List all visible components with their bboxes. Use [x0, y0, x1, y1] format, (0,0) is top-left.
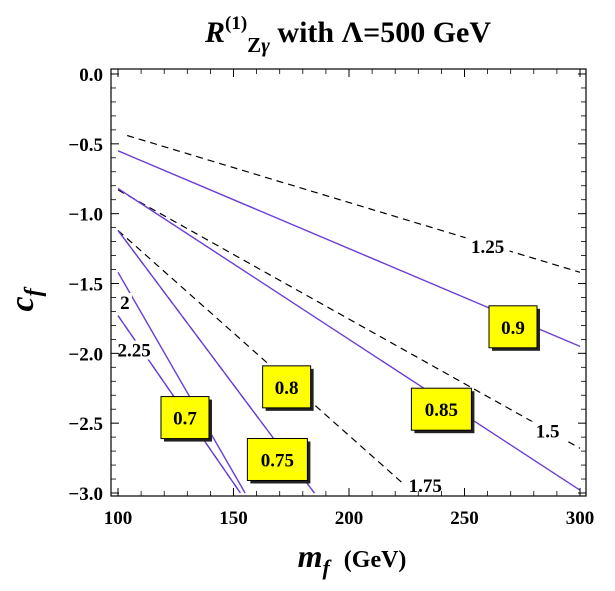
- title-subscript-main: Z: [247, 33, 261, 57]
- y-tick-label-5: −2.5: [68, 414, 103, 435]
- solid-contour-label-2: 0.8: [275, 378, 299, 399]
- y-tick-label-6: −3.0: [68, 484, 103, 505]
- dashed-contour-1: [117, 189, 581, 449]
- ylabel-subscript: f: [21, 286, 47, 296]
- chart-title: R(1)Zγ with Λ=500 GeV: [204, 13, 491, 57]
- x-tick-label-2: 200: [335, 508, 364, 529]
- dashed-contour-label-2: 1.75: [409, 476, 442, 497]
- y-axis-label: cf: [4, 286, 47, 311]
- dashed-contour-label-0: 1.25: [471, 237, 504, 258]
- solid-contour-3: [117, 271, 246, 494]
- title-superscript: (1): [225, 13, 247, 34]
- x-tick-label-3: 250: [450, 508, 479, 529]
- xlabel-symbol: m: [298, 538, 323, 574]
- dashed-contour-label-1: 1.5: [536, 422, 560, 443]
- title-rest: with Λ=500 GeV: [270, 16, 491, 49]
- x-tick-label-4: 300: [566, 508, 595, 529]
- dashed-label-bg-0: [465, 237, 510, 257]
- y-tick-label-0: 0.0: [79, 65, 103, 86]
- dashed-contour-label-3: 2: [120, 293, 130, 314]
- dashed-contour-2: [117, 229, 415, 494]
- solid-contour-1: [117, 187, 581, 491]
- xlabel-subscript: f: [322, 555, 332, 580]
- dashed-label-bg-1: [530, 421, 565, 441]
- axis-ticks: 100 150 200 250 300 0.0 −0.5 −1.0 −1.5 −2.0 −2.5 −3…: [68, 65, 594, 529]
- dashed-label-bg-2: [403, 476, 448, 496]
- solid-label-box-3: [246, 437, 308, 481]
- dashed-label-bg-4: [112, 340, 157, 360]
- x-tick-label-0: 100: [104, 508, 133, 529]
- solid-contour-label-0: 0.9: [501, 318, 525, 339]
- solid-contour-label-4: 0.7: [173, 409, 197, 430]
- y-tick-label-2: −1.0: [68, 205, 103, 226]
- title-subscript-greek: γ: [261, 33, 270, 57]
- y-tick-label-3: −1.5: [68, 275, 103, 296]
- x-tick-label-1: 150: [219, 508, 248, 529]
- xlabel-unit: (GeV): [344, 547, 407, 573]
- solid-label-box-2: [262, 365, 312, 409]
- solid-label-box-4: [160, 396, 210, 440]
- dashed-contour-label-4: 2.25: [118, 341, 151, 362]
- solid-contour-label-3: 0.75: [261, 450, 294, 471]
- y-tick-label-1: −0.5: [68, 135, 103, 156]
- solid-label-box-0: [488, 305, 538, 349]
- plot-area: 1.25 1.5 1.75 2 2.25 0.9 0.85 0.8 0.75 0.7: [112, 134, 581, 497]
- title-symbol: R: [204, 16, 225, 49]
- solid-contour-label-1: 0.85: [425, 400, 458, 421]
- solid-label-box-1: [410, 387, 472, 431]
- dashed-contour-0: [127, 134, 581, 273]
- y-tick-label-4: −2.0: [68, 344, 103, 365]
- ylabel-symbol: c: [4, 296, 41, 311]
- x-axis-label: mf (GeV): [298, 538, 407, 580]
- dashed-label-bg-3: [117, 293, 132, 313]
